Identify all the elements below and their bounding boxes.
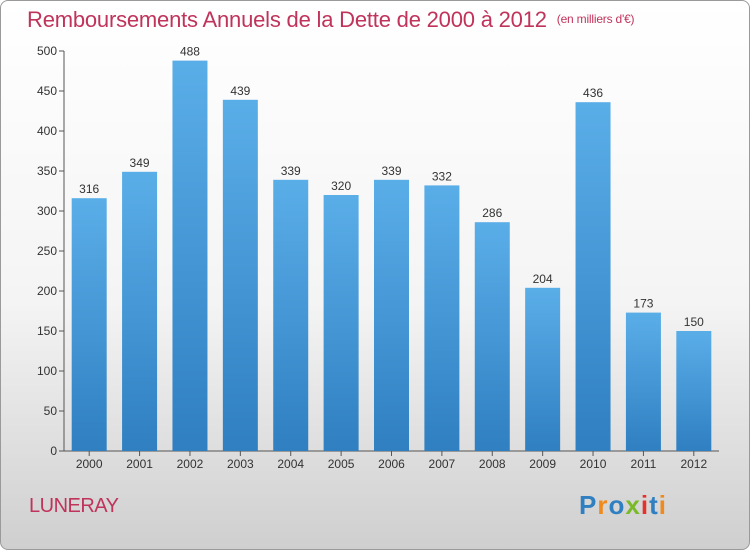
bar-2008: [474, 222, 510, 451]
bar-value-label: 339: [281, 164, 301, 178]
y-tick-label: 200: [37, 284, 57, 298]
logo-letter: t: [649, 490, 659, 520]
bar-value-label: 339: [381, 164, 401, 178]
axes: 0 50 100 150 200 250 300 350 400 450 500 2000 2001 20…: [37, 44, 719, 471]
bar-2002: [172, 60, 208, 451]
bar-2011: [625, 312, 661, 451]
bar-2009: [525, 287, 561, 451]
logo-letter: i: [658, 490, 667, 520]
y-tick-label: 500: [37, 44, 57, 58]
y-tick-label: 250: [37, 244, 57, 258]
bar-value-label: 488: [180, 45, 200, 59]
x-tick-label: 2001: [126, 457, 153, 471]
bar-2003: [222, 99, 258, 452]
y-tick-label: 350: [37, 164, 57, 178]
logo-letter: o: [608, 490, 626, 520]
bar-2010: [575, 102, 611, 451]
bar-value-label: 204: [533, 272, 553, 286]
chart-title: Remboursements Annuels de la Dette de 20…: [27, 7, 635, 33]
chart-title-text: Remboursements Annuels de la Dette de 20…: [27, 7, 547, 32]
bar-value-label: 439: [230, 84, 250, 98]
x-tick-label: 2009: [529, 457, 556, 471]
y-tick-label: 300: [37, 204, 57, 218]
bar-2006: [374, 179, 409, 452]
bar-value-label: 286: [482, 206, 502, 220]
x-tick-label: 2012: [680, 457, 707, 471]
bar-value-label: 173: [633, 297, 653, 311]
y-tick-label: 0: [50, 444, 57, 458]
x-tick-label: 2007: [429, 457, 456, 471]
x-tick-label: 2003: [227, 457, 254, 471]
x-tick-label: 2006: [378, 457, 405, 471]
bar-value-label: 332: [432, 169, 452, 183]
bar-2012: [676, 331, 712, 451]
logo-letter: r: [597, 490, 609, 520]
bar-2007: [424, 185, 460, 451]
bar-value-label: 150: [684, 315, 704, 329]
bar-2004: [273, 179, 309, 452]
y-tick-label: 50: [44, 404, 58, 418]
y-tick-label: 450: [37, 84, 57, 98]
bar-2001: [122, 171, 158, 452]
bar-value-label: 316: [79, 182, 99, 196]
bar-2005: [323, 195, 359, 451]
x-tick-label: 2011: [631, 457, 657, 471]
x-tick-label: 2005: [328, 457, 355, 471]
x-tick-label: 2002: [177, 457, 204, 471]
bars: 316 349 488 439 339 320 339 332 286 204 436 173 150: [71, 45, 712, 452]
logo-letter: x: [625, 490, 641, 520]
x-tick-label: 2008: [479, 457, 506, 471]
logo-letter: P: [579, 490, 598, 520]
chart-subtitle: (en milliers d'€): [556, 12, 635, 26]
logo-letter: i: [640, 490, 650, 520]
x-tick-label: 2000: [76, 457, 103, 471]
x-tick-label: 2004: [277, 457, 304, 471]
y-tick-label: 150: [37, 324, 57, 338]
x-tick-label: 2010: [580, 457, 607, 471]
bar-value-label: 349: [130, 156, 150, 170]
bar-2000: [71, 198, 107, 451]
commune-name: LUNERAY: [29, 495, 119, 517]
y-tick-label: 100: [37, 364, 57, 378]
proxiti-logo: Proxiti: [579, 490, 667, 521]
bar-value-label: 436: [583, 86, 603, 100]
y-tick-label: 400: [37, 124, 57, 138]
bar-value-label: 320: [331, 179, 351, 193]
